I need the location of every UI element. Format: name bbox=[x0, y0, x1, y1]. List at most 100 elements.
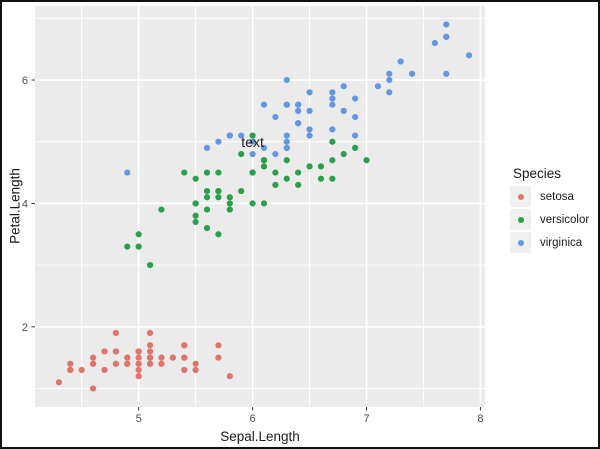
data-point-versicolor bbox=[317, 163, 325, 170]
data-point-versicolor bbox=[272, 169, 279, 176]
data-point-setosa bbox=[135, 373, 142, 380]
data-point-setosa bbox=[181, 342, 188, 349]
data-point-versicolor bbox=[226, 200, 233, 207]
data-point-virginica bbox=[329, 89, 336, 96]
data-point-setosa bbox=[158, 354, 165, 361]
data-point-versicolor bbox=[260, 163, 268, 170]
data-point-virginica bbox=[283, 138, 290, 145]
data-point-versicolor bbox=[124, 243, 131, 250]
data-point-virginica bbox=[226, 132, 233, 139]
data-point-virginica bbox=[443, 33, 450, 40]
data-point-versicolor bbox=[203, 206, 211, 213]
legend-item-setosa: setosa bbox=[510, 185, 589, 208]
data-point-setosa bbox=[90, 385, 97, 392]
data-point-versicolor bbox=[192, 175, 199, 182]
legend-item-versicolor: versicolor bbox=[510, 208, 589, 231]
data-point-versicolor bbox=[135, 231, 142, 238]
data-point-versicolor bbox=[317, 175, 325, 182]
data-point-versicolor bbox=[192, 218, 199, 226]
data-point-versicolor bbox=[260, 157, 268, 164]
data-point-versicolor bbox=[238, 150, 245, 158]
data-point-virginica bbox=[283, 132, 290, 139]
data-point-setosa bbox=[181, 354, 188, 361]
x-tick-label: 5 bbox=[136, 413, 142, 425]
data-point-versicolor bbox=[283, 157, 290, 164]
data-point-setosa bbox=[112, 329, 119, 337]
data-point-virginica bbox=[443, 21, 450, 28]
legend: Species setosa versicolor virginica bbox=[510, 166, 589, 254]
data-point-virginica bbox=[283, 76, 290, 84]
data-point-virginica bbox=[215, 138, 222, 145]
data-point-setosa bbox=[90, 360, 97, 367]
data-point-virginica bbox=[249, 138, 256, 145]
data-point-versicolor bbox=[203, 169, 211, 176]
x-axis-title: Sepal.Length bbox=[220, 429, 300, 444]
data-point-versicolor bbox=[215, 169, 222, 176]
data-point-setosa bbox=[215, 354, 222, 361]
legend-label-setosa: setosa bbox=[540, 190, 574, 203]
data-point-setosa bbox=[135, 360, 142, 367]
data-point-setosa bbox=[158, 360, 165, 367]
data-point-versicolor bbox=[135, 243, 142, 250]
data-point-virginica bbox=[352, 132, 359, 139]
data-point-virginica bbox=[408, 70, 416, 77]
data-point-setosa bbox=[124, 354, 131, 361]
data-point-setosa bbox=[135, 366, 142, 374]
versicolor-point-icon bbox=[517, 216, 524, 223]
data-point-setosa bbox=[146, 348, 154, 355]
data-point-versicolor bbox=[249, 200, 256, 207]
data-point-setosa bbox=[192, 366, 199, 374]
data-point-setosa bbox=[169, 354, 176, 361]
data-point-virginica bbox=[397, 58, 404, 65]
data-point-setosa bbox=[55, 379, 63, 386]
data-point-virginica bbox=[352, 113, 359, 121]
data-point-versicolor bbox=[215, 194, 222, 201]
data-point-setosa bbox=[78, 366, 85, 374]
data-point-virginica bbox=[306, 89, 313, 96]
data-point-versicolor bbox=[306, 163, 313, 170]
data-point-versicolor bbox=[226, 194, 233, 201]
data-point-virginica bbox=[272, 150, 279, 158]
data-point-versicolor bbox=[181, 169, 188, 176]
legend-title: Species bbox=[513, 166, 562, 181]
data-point-virginica bbox=[238, 132, 245, 139]
data-point-setosa bbox=[192, 360, 199, 367]
data-point-setosa bbox=[146, 329, 154, 337]
data-point-versicolor bbox=[203, 224, 211, 232]
data-point-versicolor bbox=[203, 187, 211, 195]
data-point-virginica bbox=[295, 107, 302, 114]
data-point-versicolor bbox=[363, 157, 370, 164]
data-point-virginica bbox=[431, 39, 438, 47]
data-point-virginica bbox=[386, 76, 393, 84]
data-point-virginica bbox=[249, 150, 256, 158]
data-point-setosa bbox=[124, 360, 131, 367]
data-point-setosa bbox=[112, 360, 119, 367]
data-point-virginica bbox=[352, 95, 359, 102]
data-point-versicolor bbox=[283, 175, 290, 182]
data-point-setosa bbox=[146, 354, 154, 361]
data-point-virginica bbox=[295, 101, 302, 108]
data-point-versicolor bbox=[226, 206, 233, 213]
data-point-versicolor bbox=[329, 175, 336, 182]
data-point-virginica bbox=[329, 101, 336, 108]
data-point-setosa bbox=[146, 342, 154, 349]
data-point-setosa bbox=[181, 366, 188, 374]
data-point-versicolor bbox=[295, 169, 302, 176]
data-point-versicolor bbox=[329, 138, 336, 145]
data-point-versicolor bbox=[192, 212, 199, 219]
data-point-setosa bbox=[67, 360, 74, 367]
data-point-setosa bbox=[146, 360, 154, 367]
data-point-virginica bbox=[272, 113, 279, 121]
legend-key bbox=[510, 232, 531, 253]
data-point-setosa bbox=[135, 348, 142, 355]
legend-item-virginica: virginica bbox=[510, 231, 589, 254]
data-point-versicolor bbox=[272, 181, 279, 189]
data-point-setosa bbox=[215, 342, 222, 349]
data-point-setosa bbox=[226, 373, 233, 380]
data-point-virginica bbox=[374, 83, 382, 90]
data-point-versicolor bbox=[260, 200, 268, 207]
data-point-versicolor bbox=[340, 150, 347, 158]
data-point-setosa bbox=[90, 354, 97, 361]
data-point-setosa bbox=[112, 348, 119, 355]
